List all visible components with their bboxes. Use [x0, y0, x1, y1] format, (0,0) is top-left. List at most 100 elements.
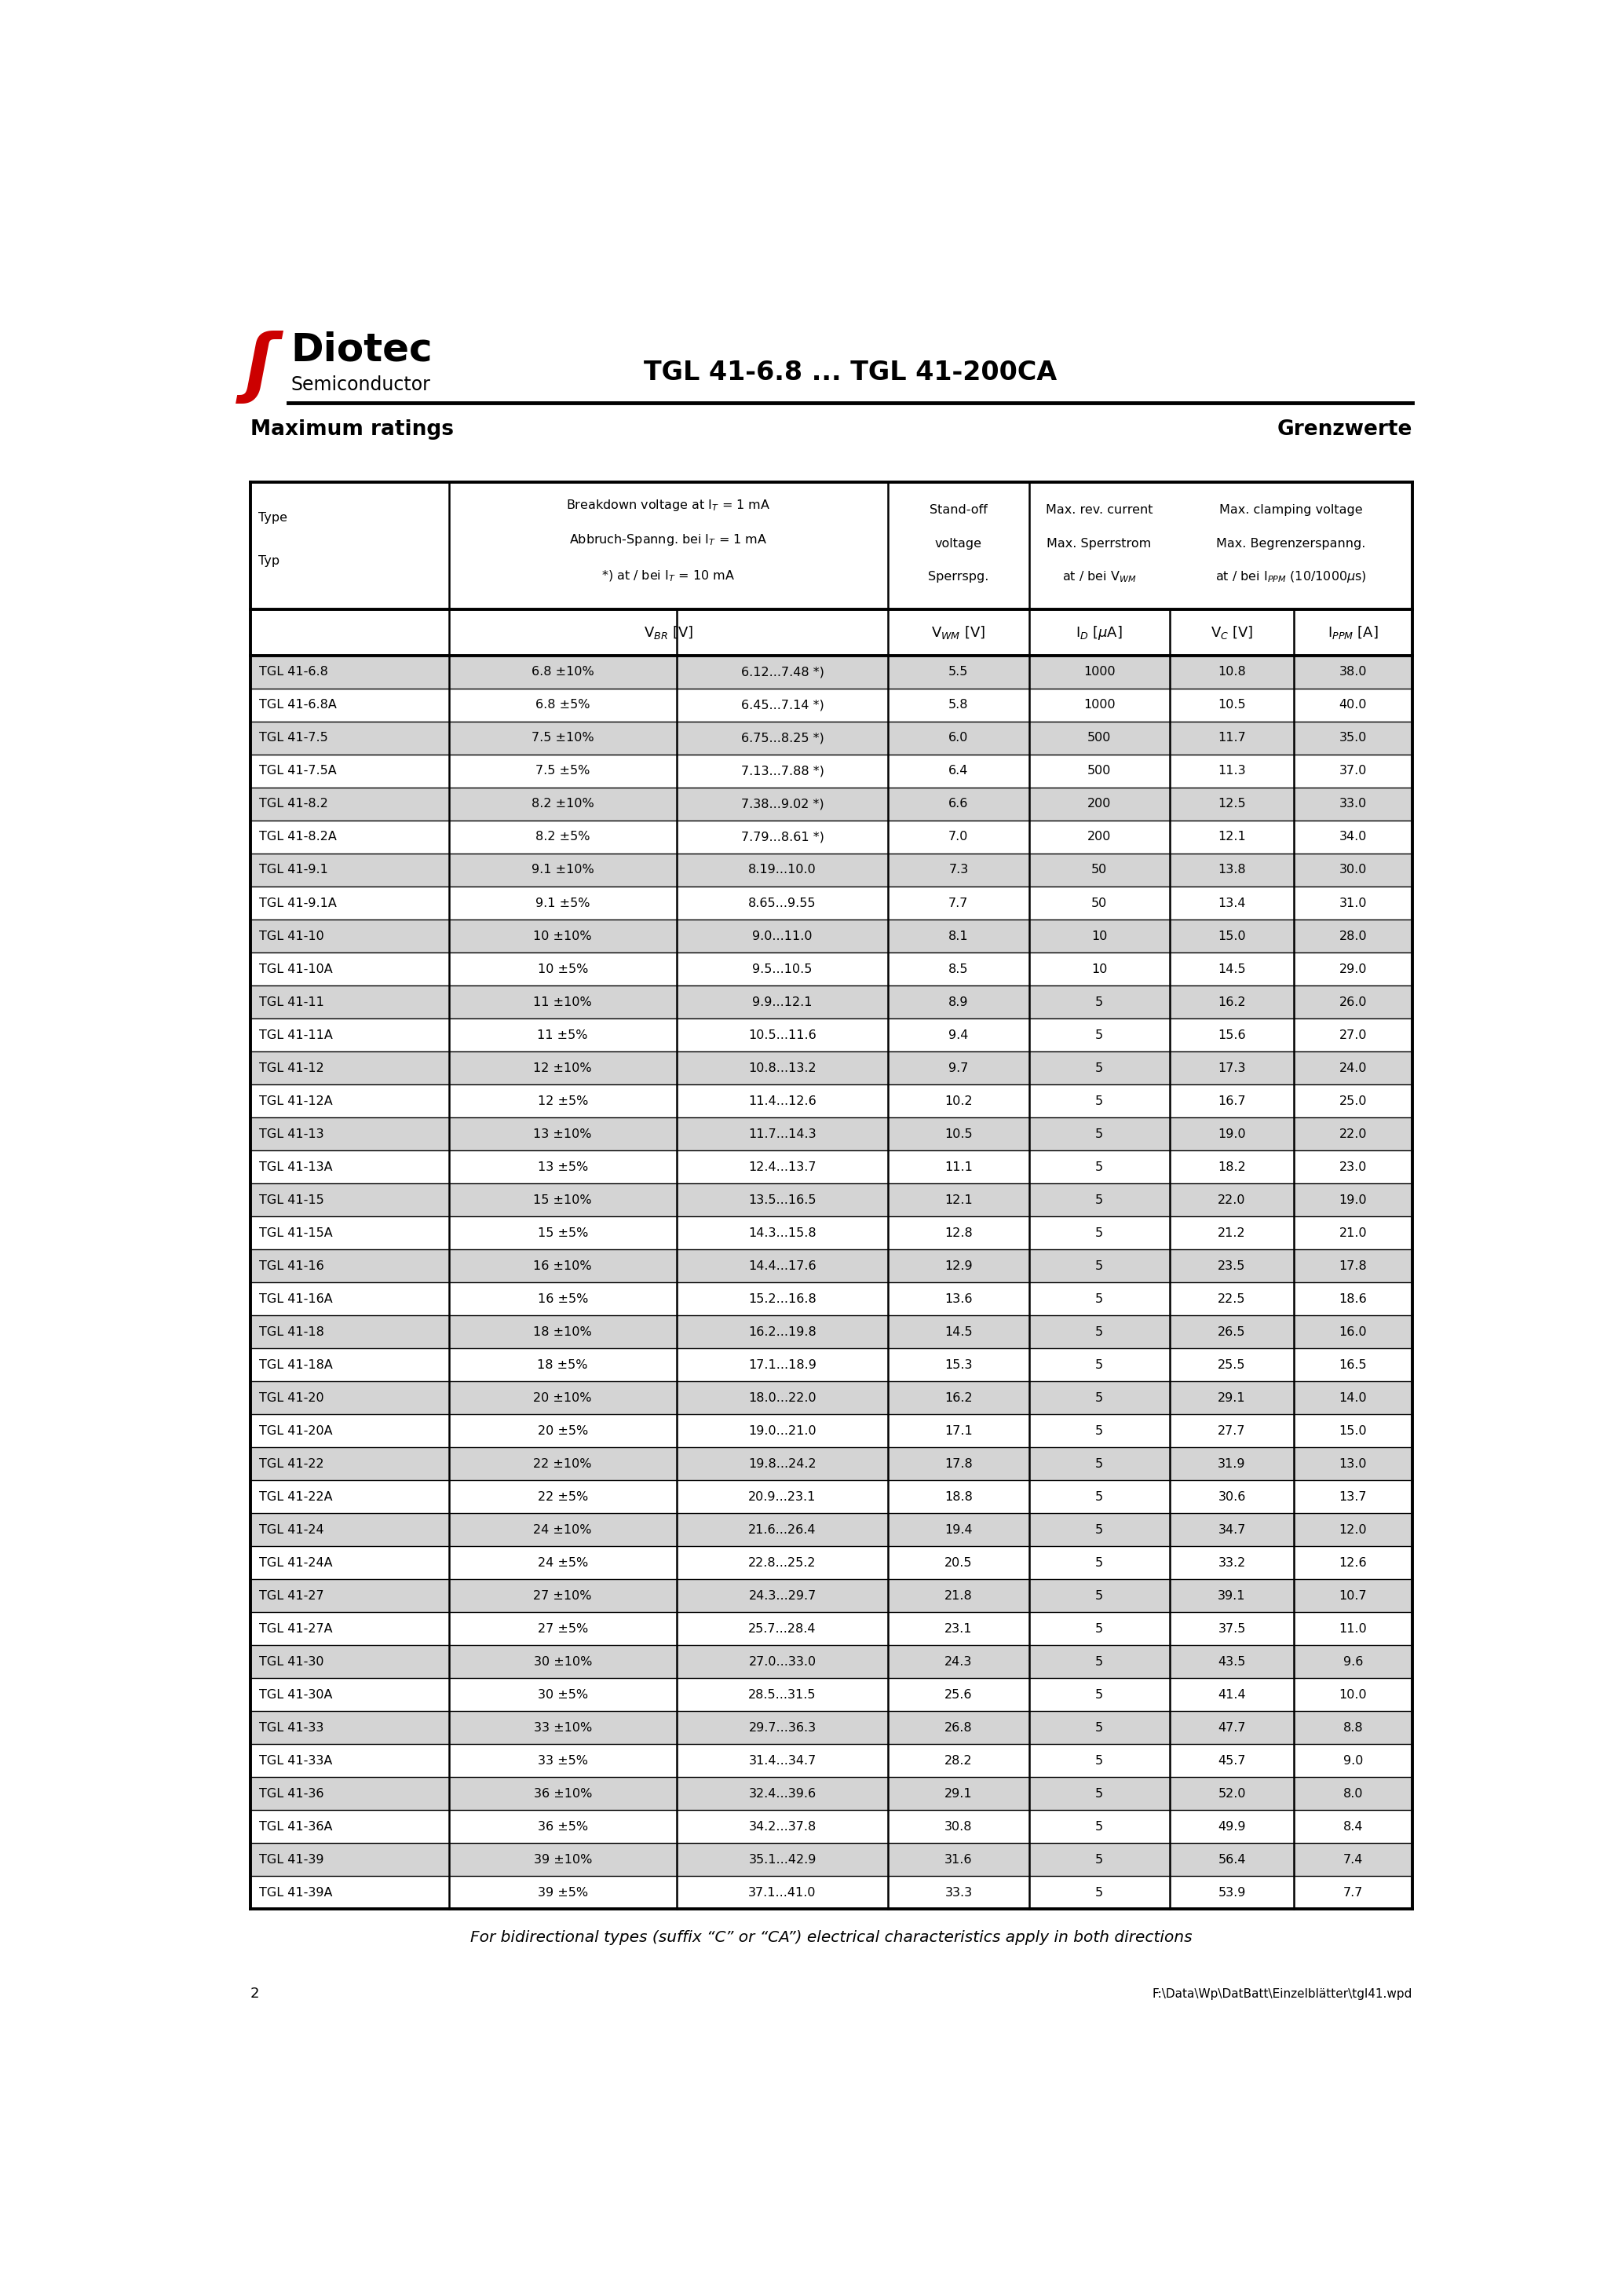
Bar	[250, 1446, 1413, 1481]
Text: 5: 5	[1095, 1063, 1103, 1075]
Text: Typ: Typ	[258, 556, 279, 567]
Text: 13.0: 13.0	[1340, 1458, 1367, 1469]
Text: 21.6...26.4: 21.6...26.4	[748, 1525, 816, 1536]
Text: 8.19...10.0: 8.19...10.0	[748, 863, 816, 875]
Text: 10 ±10%: 10 ±10%	[534, 930, 592, 941]
Text: 15.6: 15.6	[1218, 1029, 1246, 1040]
Text: 43.5: 43.5	[1218, 1655, 1246, 1667]
Text: Type: Type	[258, 512, 287, 523]
Text: 8.1: 8.1	[949, 930, 968, 941]
Text: *) at / bei I$_T$ = 10 mA: *) at / bei I$_T$ = 10 mA	[602, 569, 735, 583]
Text: 500: 500	[1087, 732, 1111, 744]
Bar	[250, 1876, 1413, 1908]
Text: 10.8...13.2: 10.8...13.2	[748, 1063, 816, 1075]
Bar	[250, 1513, 1413, 1545]
Text: 25.7...28.4: 25.7...28.4	[748, 1623, 816, 1635]
Text: 9.6: 9.6	[1343, 1655, 1362, 1667]
Bar	[250, 689, 1413, 721]
Text: 27.0...33.0: 27.0...33.0	[749, 1655, 816, 1667]
Text: 19.0...21.0: 19.0...21.0	[748, 1426, 816, 1437]
Text: 5: 5	[1095, 1525, 1103, 1536]
Text: 25.0: 25.0	[1340, 1095, 1367, 1107]
Text: Stand-off: Stand-off	[929, 505, 988, 517]
Bar	[250, 1348, 1413, 1382]
Text: 7.4: 7.4	[1343, 1853, 1362, 1864]
Bar	[250, 1316, 1413, 1348]
Text: 47.7: 47.7	[1218, 1722, 1246, 1733]
Text: 6.4: 6.4	[949, 765, 968, 776]
Bar	[250, 1249, 1413, 1283]
Bar	[250, 1084, 1413, 1118]
Text: 5: 5	[1095, 1359, 1103, 1371]
Text: 27.7: 27.7	[1218, 1426, 1246, 1437]
Text: ʃ: ʃ	[245, 331, 276, 404]
Text: 9.1 ±5%: 9.1 ±5%	[535, 898, 590, 909]
Text: 14.5: 14.5	[1218, 962, 1246, 976]
Text: 200: 200	[1087, 799, 1111, 810]
Text: 500: 500	[1087, 765, 1111, 776]
Text: Abbruch-Spanng. bei I$_T$ = 1 mA: Abbruch-Spanng. bei I$_T$ = 1 mA	[569, 533, 767, 546]
Text: 7.5 ±10%: 7.5 ±10%	[532, 732, 594, 744]
Text: 19.8...24.2: 19.8...24.2	[748, 1458, 816, 1469]
Text: TGL 41-16: TGL 41-16	[260, 1261, 324, 1272]
Text: 5: 5	[1095, 1029, 1103, 1040]
Text: 33 ±10%: 33 ±10%	[534, 1722, 592, 1733]
Text: 13 ±5%: 13 ±5%	[537, 1162, 587, 1173]
Text: 31.6: 31.6	[944, 1853, 973, 1864]
Text: 18.8: 18.8	[944, 1490, 973, 1502]
Bar	[250, 1745, 1413, 1777]
Text: 18 ±10%: 18 ±10%	[534, 1325, 592, 1339]
Text: 8.2 ±5%: 8.2 ±5%	[535, 831, 590, 843]
Text: 10: 10	[1092, 962, 1108, 976]
Text: 53.9: 53.9	[1218, 1887, 1246, 1899]
Text: Breakdown voltage at I$_T$ = 1 mA: Breakdown voltage at I$_T$ = 1 mA	[566, 498, 770, 512]
Text: TGL 41-10: TGL 41-10	[260, 930, 324, 941]
Text: 12 ±5%: 12 ±5%	[537, 1095, 587, 1107]
Text: 5: 5	[1095, 1490, 1103, 1502]
Text: 39.1: 39.1	[1218, 1589, 1246, 1603]
Text: 20.5: 20.5	[944, 1557, 973, 1568]
Bar	[250, 1580, 1413, 1612]
Text: TGL 41-27: TGL 41-27	[260, 1589, 324, 1603]
Text: 34.7: 34.7	[1218, 1525, 1246, 1536]
Bar	[250, 1118, 1413, 1150]
Text: TGL 41-13: TGL 41-13	[260, 1127, 324, 1139]
Text: 25.6: 25.6	[944, 1690, 973, 1701]
Text: 11.1: 11.1	[944, 1162, 973, 1173]
Text: 7.0: 7.0	[949, 831, 968, 843]
Text: 27.0: 27.0	[1340, 1029, 1367, 1040]
Text: TGL 41-33A: TGL 41-33A	[260, 1754, 333, 1766]
Text: 26.0: 26.0	[1340, 996, 1367, 1008]
Text: 11 ±10%: 11 ±10%	[534, 996, 592, 1008]
Text: 9.1 ±10%: 9.1 ±10%	[532, 863, 594, 875]
Text: TGL 41-39: TGL 41-39	[260, 1853, 324, 1864]
Text: 15.2...16.8: 15.2...16.8	[748, 1293, 816, 1304]
Text: V$_{BR}$ [V]: V$_{BR}$ [V]	[644, 625, 693, 641]
Text: 5: 5	[1095, 1589, 1103, 1603]
Text: 19.4: 19.4	[944, 1525, 973, 1536]
Text: 25.5: 25.5	[1218, 1359, 1246, 1371]
Text: 30.8: 30.8	[944, 1821, 973, 1832]
Text: 19.0: 19.0	[1218, 1127, 1246, 1139]
Text: 8.9: 8.9	[949, 996, 968, 1008]
Text: V$_C$ [V]: V$_C$ [V]	[1210, 625, 1254, 641]
Text: TGL 41-7.5A: TGL 41-7.5A	[260, 765, 337, 776]
Text: 14.4...17.6: 14.4...17.6	[748, 1261, 816, 1272]
Text: 41.4: 41.4	[1218, 1690, 1246, 1701]
Text: 5.5: 5.5	[949, 666, 968, 677]
Bar	[250, 1777, 1413, 1809]
Text: TGL 41-12: TGL 41-12	[260, 1063, 324, 1075]
Bar	[250, 1809, 1413, 1844]
Bar	[250, 657, 1413, 689]
Text: 5: 5	[1095, 1789, 1103, 1800]
Text: 9.5...10.5: 9.5...10.5	[753, 962, 813, 976]
Text: 8.8: 8.8	[1343, 1722, 1362, 1733]
Text: TGL 41-9.1: TGL 41-9.1	[260, 863, 328, 875]
Text: 5: 5	[1095, 1853, 1103, 1864]
Bar	[250, 1414, 1413, 1446]
Text: 16.2: 16.2	[1218, 996, 1246, 1008]
Text: 13.8: 13.8	[1218, 863, 1246, 875]
Bar	[250, 820, 1413, 854]
Text: 36 ±5%: 36 ±5%	[537, 1821, 587, 1832]
Text: 31.9: 31.9	[1218, 1458, 1246, 1469]
